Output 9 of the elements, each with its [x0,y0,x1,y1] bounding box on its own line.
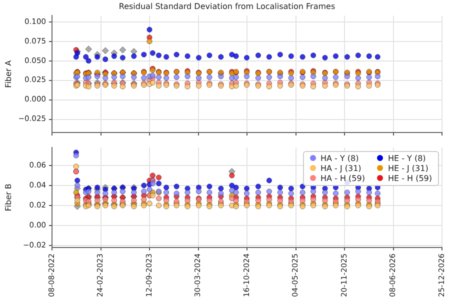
chart-title: Residual Standard Deviation from Localisation Frames [118,2,336,11]
legend-label: HE - J (31) [388,164,428,172]
y-axis-title: Fiber B [4,184,14,212]
legend-label: HE - Y (8) [388,154,426,162]
legend-label: HA - J (31) [320,164,362,172]
y-axis-title: Fiber A [4,60,14,88]
legend-label: HA - H (59) [320,174,365,182]
legend-label: HA - Y (8) [320,154,359,162]
legend-label: HE - H (59) [388,174,432,182]
